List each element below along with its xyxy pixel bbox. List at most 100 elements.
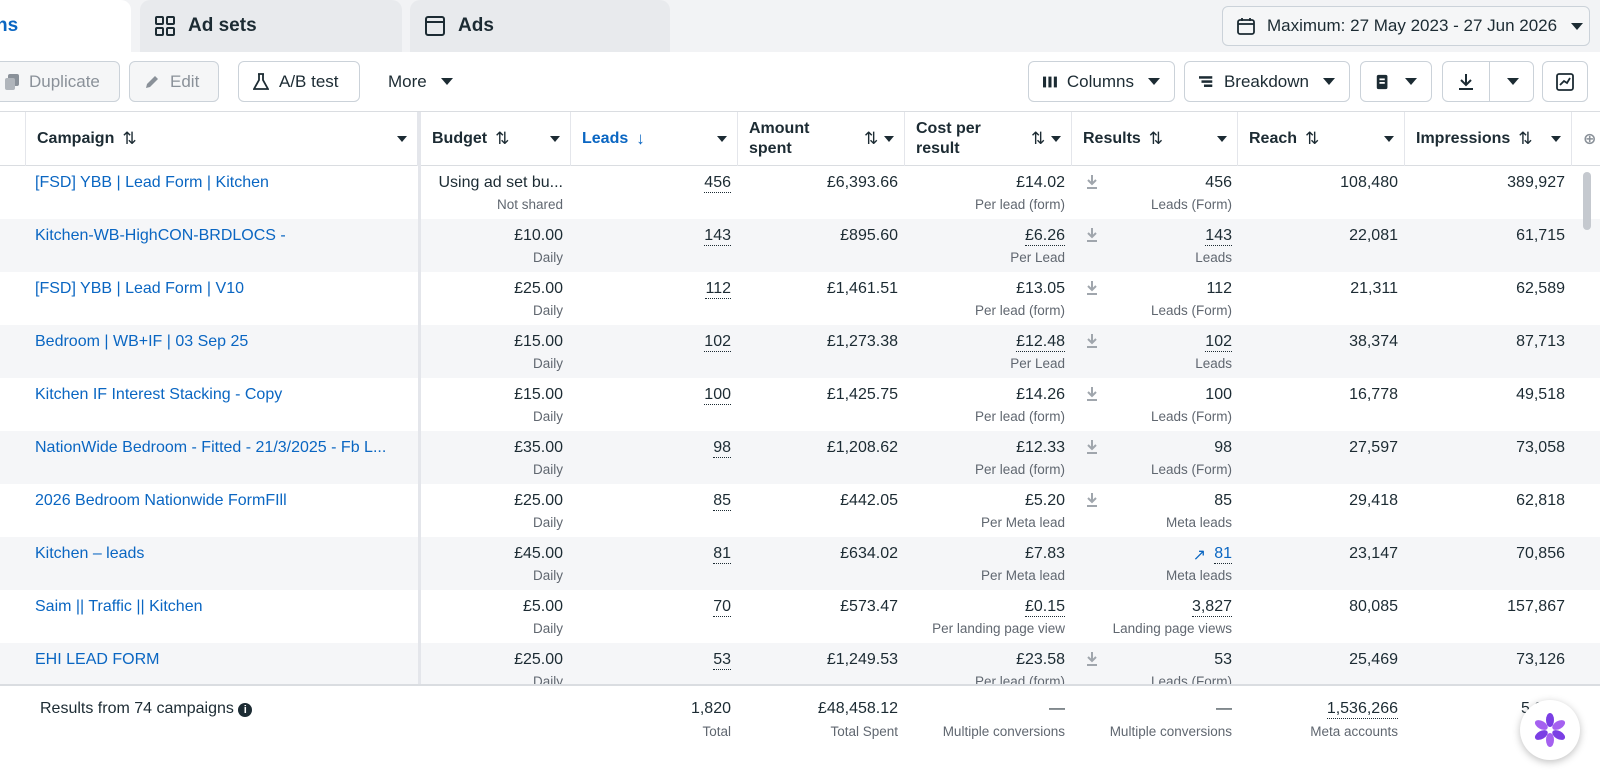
columns-button[interactable]: Columns <box>1028 61 1175 102</box>
leads-value[interactable]: 70 <box>713 598 731 617</box>
leads-value[interactable]: 85 <box>713 492 731 511</box>
campaign-name-link[interactable]: Kitchen IF Interest Stacking - Copy <box>35 386 283 403</box>
results-cell: 456 Leads (Form) <box>1072 166 1232 219</box>
table-row[interactable]: Bedroom | WB+IF | 03 Sep 25 £15.00 Daily 10… <box>0 325 1600 378</box>
cost-value: £23.58 <box>1016 651 1065 668</box>
header-leads[interactable]: Leads ↓ <box>571 112 738 166</box>
download-icon <box>1086 440 1098 454</box>
results-cell: 85 Meta leads <box>1072 484 1232 537</box>
tab-ad-sets[interactable]: Ad sets <box>140 0 402 52</box>
ai-assistant-button[interactable] <box>1520 700 1580 760</box>
campaign-name-link[interactable]: EHI LEAD FORM <box>35 651 160 668</box>
more-button[interactable]: More <box>374 61 474 102</box>
header-campaign[interactable]: Campaign ⇅ <box>26 112 418 166</box>
chevron-down-icon <box>1571 22 1584 30</box>
budget-value: £25.00 <box>514 651 563 668</box>
table-row[interactable]: Kitchen – leads £45.00 Daily 81 £634.02 £7.83… <box>0 537 1600 590</box>
vertical-scrollbar[interactable] <box>1583 172 1591 230</box>
campaign-name-link[interactable]: Bedroom | WB+IF | 03 Sep 25 <box>35 333 249 350</box>
cost-value[interactable]: £6.26 <box>1024 227 1065 246</box>
breakdown-button[interactable]: Breakdown <box>1184 61 1350 102</box>
results-subtext: Leads (Form) <box>1150 303 1232 318</box>
chevron-down-icon <box>1323 78 1335 85</box>
impressions-value: 49,518 <box>1516 386 1565 403</box>
tab-label: Ads <box>458 15 494 36</box>
columns-label: Columns <box>1066 71 1134 91</box>
spent-cell: £895.60 <box>738 219 898 272</box>
header-label: Impressions <box>1416 130 1511 147</box>
header-cost-per-result[interactable]: Cost per result ⇅ <box>905 112 1072 166</box>
date-range-picker[interactable]: Maximum: 27 May 2023 - 27 Jun 2026 <box>1222 6 1590 46</box>
impressions-value: 70,856 <box>1516 545 1565 562</box>
header-impressions[interactable]: Impressions ⇅ <box>1405 112 1572 166</box>
chart-button[interactable] <box>1542 61 1588 102</box>
export-button[interactable] <box>1442 61 1534 102</box>
header-amount-spent[interactable]: Amount spent ⇅ <box>738 112 905 166</box>
budget-subtext: Daily <box>532 303 563 318</box>
table-row[interactable]: Saim || Traffic || Kitchen £5.00 Daily 70 £5… <box>0 590 1600 643</box>
cost-cell: £7.83 Per Meta lead <box>905 537 1065 590</box>
sort-icon: ⇅ <box>1148 129 1164 148</box>
reach-value: 16,778 <box>1349 386 1398 403</box>
table-row[interactable]: NationWide Bedroom - Fitted - 21/3/2025 … <box>0 431 1600 484</box>
table-row[interactable]: 2026 Bedroom Nationwide FormFIll £25.00 Da… <box>0 484 1600 537</box>
reports-button[interactable] <box>1360 61 1432 102</box>
campaign-name-link[interactable]: Kitchen – leads <box>35 545 145 562</box>
leads-value[interactable]: 112 <box>705 280 731 299</box>
impressions-cell: 62,818 <box>1405 484 1565 537</box>
ab-test-button[interactable]: A/B test <box>238 61 360 102</box>
reports-icon <box>1376 74 1388 89</box>
budget-subtext: Daily <box>532 462 563 477</box>
leads-cell: 143 <box>571 219 731 272</box>
tab-campaigns[interactable]: ns <box>0 0 131 52</box>
campaign-name-link[interactable]: [FSD] YBB | Lead Form | Kitchen <box>35 174 269 191</box>
results-value[interactable]: 3,827 <box>1191 598 1232 617</box>
trend-up-icon: ↗ <box>1192 547 1206 564</box>
tab-ads[interactable]: Ads <box>410 0 670 52</box>
leads-value[interactable]: 143 <box>704 227 731 246</box>
campaign-name-link[interactable]: NationWide Bedroom - Fitted - 21/3/2025 … <box>35 439 387 456</box>
cost-subtext: Per lead (form) <box>974 409 1065 424</box>
edit-button[interactable]: Edit <box>129 61 219 102</box>
results-value[interactable]: 143 <box>1205 227 1232 246</box>
header-budget[interactable]: Budget ⇅ <box>421 112 571 166</box>
footer-value: — <box>1216 700 1232 717</box>
add-column-icon[interactable]: ⊕ <box>1583 131 1597 148</box>
reach-value: 108,480 <box>1340 174 1398 191</box>
campaign-name-link[interactable]: 2026 Bedroom Nationwide FormFIll <box>35 492 287 509</box>
sort-down-icon: ↓ <box>636 129 645 148</box>
budget-subtext: Daily <box>532 250 563 265</box>
impressions-value: 61,715 <box>1516 227 1565 244</box>
table-row[interactable]: [FSD] YBB | Lead Form | V10 £25.00 Daily 11… <box>0 272 1600 325</box>
header-label-line: result <box>916 140 960 157</box>
leads-value[interactable]: 98 <box>713 439 731 458</box>
info-icon[interactable]: i <box>238 703 253 717</box>
duplicate-button[interactable]: Duplicate <box>0 61 120 102</box>
campaign-name-link[interactable]: Saim || Traffic || Kitchen <box>35 598 203 615</box>
leads-value[interactable]: 81 <box>713 545 731 564</box>
table-row[interactable]: Kitchen-WB-HighCON-BRDLOCS - £10.00 Daily 1… <box>0 219 1600 272</box>
header-results[interactable]: Results ⇅ <box>1072 112 1238 166</box>
leads-value[interactable]: 456 <box>704 174 731 193</box>
reach-cell: 27,597 <box>1238 431 1398 484</box>
header-label: Cost per result <box>916 119 981 159</box>
download-icon <box>1459 73 1473 90</box>
cost-cell: £6.26 Per Lead <box>905 219 1065 272</box>
cost-value[interactable]: £0.15 <box>1024 598 1065 617</box>
table-row[interactable]: [FSD] YBB | Lead Form | Kitchen Using ad … <box>0 166 1600 219</box>
tab-label: Ad sets <box>188 15 257 36</box>
campaign-name-link[interactable]: Kitchen-WB-HighCON-BRDLOCS - <box>35 227 286 244</box>
header-reach[interactable]: Reach ⇅ <box>1238 112 1405 166</box>
header-label-line: Amount <box>749 120 810 137</box>
results-value[interactable]: 102 <box>1205 333 1232 352</box>
table-row[interactable]: Kitchen IF Interest Stacking - Copy £15.0… <box>0 378 1600 431</box>
leads-value[interactable]: 100 <box>704 386 731 405</box>
leads-value[interactable]: 102 <box>704 333 731 352</box>
spent-value: £442.05 <box>840 492 898 509</box>
campaign-name-link[interactable]: [FSD] YBB | Lead Form | V10 <box>35 280 244 297</box>
cost-value[interactable]: £12.48 <box>1016 333 1065 352</box>
leads-value[interactable]: 53 <box>713 651 731 670</box>
impressions-cell: 87,713 <box>1405 325 1565 378</box>
tab-label: ns <box>0 15 19 36</box>
footer-value: £48,458.12 <box>817 700 898 717</box>
